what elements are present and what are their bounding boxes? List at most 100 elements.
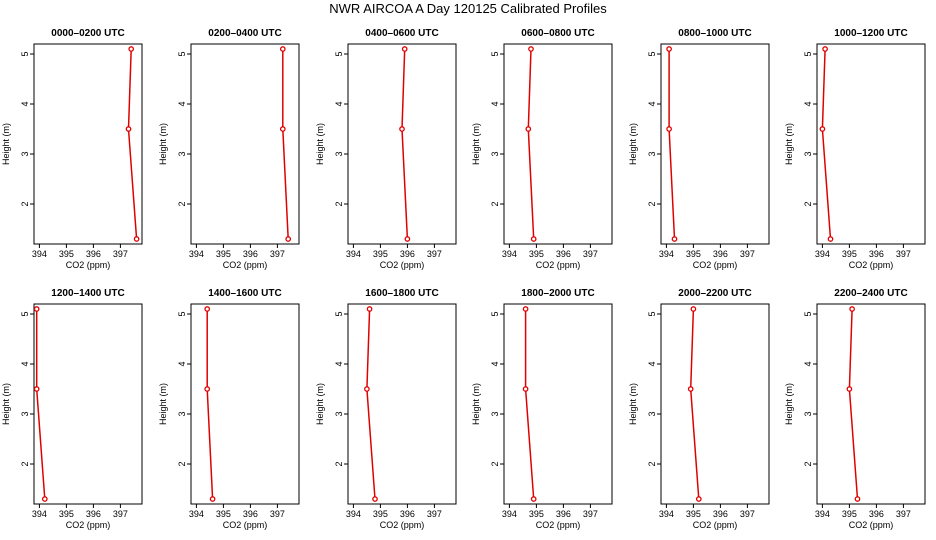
x-tick-label: 394: [189, 509, 204, 519]
y-tick-label: 3: [177, 151, 187, 156]
panel-title: 1800–2000 UTC: [521, 288, 594, 299]
data-point: [366, 306, 373, 312]
data-point: [528, 46, 534, 52]
y-tick-label: 4: [803, 361, 813, 366]
y-tick-label: 5: [177, 311, 187, 316]
x-tick-label: 397: [896, 249, 911, 259]
data-point: [666, 46, 672, 52]
x-tick-label: 395: [216, 249, 231, 259]
x-tick-label: 397: [740, 509, 755, 519]
x-tick-label: 394: [32, 509, 47, 519]
y-tick-label: 3: [20, 151, 30, 156]
x-tick-label: 394: [346, 249, 361, 259]
plot-frame: [816, 43, 926, 245]
x-tick-label: 395: [216, 509, 231, 519]
x-tick-label: 396: [869, 249, 884, 259]
profile-line: [527, 48, 535, 240]
x-tick-label: 396: [713, 249, 728, 259]
y-tick-label: 5: [20, 51, 30, 56]
x-tick-label: 395: [59, 509, 74, 519]
data-point: [279, 46, 286, 52]
x-tick-label: 397: [270, 249, 285, 259]
y-tick-label: 2: [20, 461, 30, 466]
data-point: [204, 306, 211, 312]
data-point: [125, 126, 132, 132]
y-tick-label: 2: [177, 201, 187, 206]
y-axis-label: Height (m): [315, 123, 325, 165]
y-axis-label: Height (m): [784, 383, 794, 425]
data-point: [522, 306, 529, 312]
profile-line: [848, 308, 859, 500]
plot-frame: [660, 303, 770, 505]
panel-title: 0000–0200 UTC: [51, 28, 124, 39]
y-tick-label: 3: [490, 411, 500, 416]
profile-line: [689, 308, 700, 500]
y-axis-label: Height (m): [1, 383, 11, 425]
x-tick-label: 395: [842, 249, 857, 259]
x-tick-label: 396: [400, 249, 415, 259]
profile-line: [366, 308, 376, 500]
profile-line: [401, 48, 409, 240]
y-tick-label: 5: [647, 51, 657, 56]
x-tick-label: 396: [400, 509, 415, 519]
data-point: [671, 236, 678, 242]
y-axis-label: Height (m): [471, 383, 481, 425]
data-point: [849, 306, 855, 312]
x-tick-label: 397: [740, 249, 755, 259]
y-tick-label: 2: [647, 461, 657, 466]
y-tick-label: 4: [334, 361, 344, 366]
x-tick-label: 396: [243, 249, 258, 259]
data-point: [128, 46, 135, 52]
y-tick-label: 2: [20, 201, 30, 206]
y-tick-label: 5: [803, 51, 813, 56]
x-tick-label: 394: [502, 249, 517, 259]
panel-title: 1600–1800 UTC: [365, 288, 438, 299]
x-axis-label: CO2 (ppm): [536, 260, 581, 270]
x-tick-label: 397: [583, 249, 598, 259]
data-point: [372, 496, 378, 502]
data-point: [690, 306, 697, 312]
y-tick-label: 2: [490, 461, 500, 466]
x-tick-label: 397: [583, 509, 598, 519]
y-tick-label: 3: [647, 151, 657, 156]
y-tick-label: 5: [334, 51, 344, 56]
plot-frame: [660, 43, 770, 245]
x-axis-label: CO2 (ppm): [66, 520, 111, 530]
data-point: [364, 386, 370, 392]
y-axis-label: Height (m): [315, 383, 325, 425]
x-tick-label: 394: [32, 249, 47, 259]
x-tick-label: 396: [556, 509, 571, 519]
x-tick-label: 397: [113, 249, 128, 259]
y-tick-label: 3: [334, 411, 344, 416]
y-tick-label: 2: [334, 201, 344, 206]
x-tick-label: 397: [896, 509, 911, 519]
data-point: [204, 386, 211, 392]
data-point: [695, 496, 702, 502]
x-axis-label: CO2 (ppm): [849, 520, 894, 530]
x-tick-label: 394: [502, 509, 517, 519]
panel-title: 1200–1400 UTC: [51, 288, 124, 299]
x-tick-label: 397: [113, 509, 128, 519]
y-axis-label: Height (m): [628, 383, 638, 425]
panel-title: 0200–0400 UTC: [208, 28, 281, 39]
data-point: [687, 386, 694, 392]
x-tick-label: 397: [270, 509, 285, 519]
x-tick-label: 394: [815, 509, 830, 519]
data-point: [133, 236, 140, 242]
x-tick-label: 397: [427, 249, 442, 259]
data-point: [525, 126, 532, 132]
data-point: [401, 46, 408, 52]
panel-title: 0600–0800 UTC: [521, 28, 594, 39]
data-point: [285, 236, 292, 242]
data-point: [33, 386, 40, 392]
y-axis-label: Height (m): [471, 123, 481, 165]
y-tick-label: 3: [803, 411, 813, 416]
